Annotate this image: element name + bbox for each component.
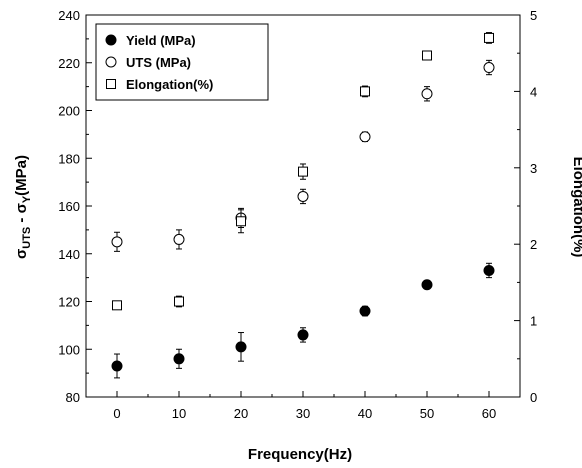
y-title-sigma-1: σ [13,249,30,259]
series-3 [112,32,494,311]
data-point [173,233,185,245]
chart-marks [111,32,495,379]
data-point [421,88,433,100]
legend-marker [105,56,117,68]
x-tick-label: 40 [358,406,372,421]
y-tick-label: 200 [58,104,80,119]
legend-marker [105,34,117,46]
data-point [297,329,309,341]
legend-label: UTS (MPa) [126,55,191,70]
y-tick-label: 180 [58,151,80,166]
y2-tick-label: 1 [530,314,537,329]
y2-tick-label: 4 [530,84,537,99]
data-point [298,166,308,177]
y-tick-label: 160 [58,199,80,214]
y2-tick-label: 2 [530,237,537,252]
x-tick-label: 0 [113,406,120,421]
y-tick-label: 120 [58,295,80,310]
data-point [483,62,495,74]
data-point [112,300,122,311]
y2-tick-label: 3 [530,161,537,176]
x-tick-label: 20 [234,406,248,421]
y-tick-label: 100 [58,342,80,357]
y-tick-label: 220 [58,56,80,71]
data-point [111,360,123,372]
y-title-sub-uts: UTS [21,227,33,249]
y-title-unit: (MPa) [13,155,30,196]
y-title-sigma-2: - σ [13,203,30,227]
data-point [111,236,123,248]
y-axis-title: σUTS - σY(MPa) [13,155,33,259]
data-point [174,296,184,307]
x-tick-label: 30 [296,406,310,421]
legend-box [95,23,269,101]
series-1 [111,262,495,379]
data-point [235,341,247,353]
data-point [422,50,432,61]
y-tick-label: 140 [58,247,80,262]
legend: Yield (MPa) UTS (MPa) Elongation(%) [95,23,269,101]
series-2 [111,59,495,252]
y-tick-label: 240 [58,8,80,23]
axes: 0 10 20 30 40 50 60 80 100 120 140 160 180 200 220 240 0… [58,8,537,421]
legend-marker [106,79,116,89]
data-point [421,279,433,291]
data-point [359,305,371,317]
y-tick-label: 80 [66,390,80,405]
x-tick-label: 60 [482,406,496,421]
data-point [359,131,371,143]
y2-tick-label: 5 [530,8,537,23]
legend-label: Yield (MPa) [126,33,196,48]
data-point [173,353,185,365]
y-title-sub-y: Y [21,195,33,203]
y2-axis-title: Elongation(%) [570,157,582,258]
data-point [360,86,370,97]
data-point [236,216,246,227]
x-tick-label: 50 [420,406,434,421]
data-point [297,190,309,202]
data-point [483,264,495,276]
x-tick-label: 10 [172,406,186,421]
legend-label: Elongation(%) [126,77,213,92]
y2-tick-label: 0 [530,390,537,405]
x-axis-title: Frequency(Hz) [248,446,352,463]
data-point [484,32,494,43]
